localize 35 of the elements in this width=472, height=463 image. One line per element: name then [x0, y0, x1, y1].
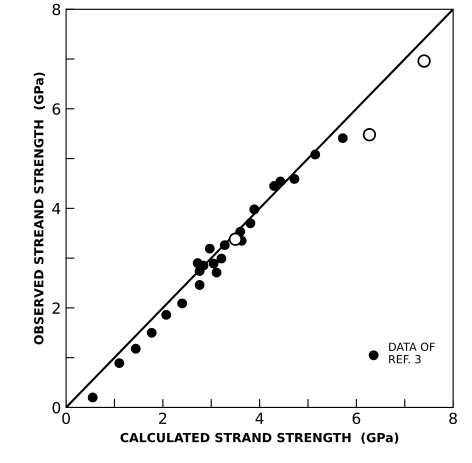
point — [194, 280, 205, 290]
point — [216, 254, 226, 264]
legend-label: DATA OF REF. 3 — [389, 342, 435, 364]
point — [245, 218, 256, 228]
point — [228, 232, 242, 246]
y-axis-title: OBSERVED STREAND STRENGTH (GPa) — [34, 72, 45, 345]
point — [275, 176, 286, 186]
x-tick-label: 4 — [255, 412, 264, 424]
point — [114, 358, 124, 368]
point — [208, 258, 219, 269]
point — [88, 392, 98, 402]
x-axis-title: CALCULATED STRAND STRENGTH (GPa) — [120, 432, 398, 444]
x-tick-label: 0 — [62, 412, 70, 424]
y-tick-label: 0 — [52, 402, 60, 414]
point — [212, 268, 222, 278]
point — [130, 344, 141, 354]
x-tick-label: 8 — [449, 412, 457, 424]
x-tick-label: 6 — [352, 412, 360, 424]
x-tick-label: 2 — [159, 412, 166, 424]
point — [204, 244, 215, 254]
y-tick-label: 2 — [52, 302, 60, 314]
point — [310, 150, 320, 160]
point — [289, 174, 300, 184]
point — [146, 328, 157, 338]
point — [249, 204, 260, 214]
y-tick-label: 4 — [52, 203, 60, 214]
y-tick-label: 6 — [52, 103, 60, 115]
point — [161, 310, 172, 320]
point — [417, 54, 431, 68]
point — [220, 240, 230, 250]
point — [269, 181, 280, 191]
point — [177, 298, 188, 308]
point — [362, 128, 376, 142]
y-tick-label: 8 — [52, 4, 60, 16]
point — [338, 133, 348, 144]
